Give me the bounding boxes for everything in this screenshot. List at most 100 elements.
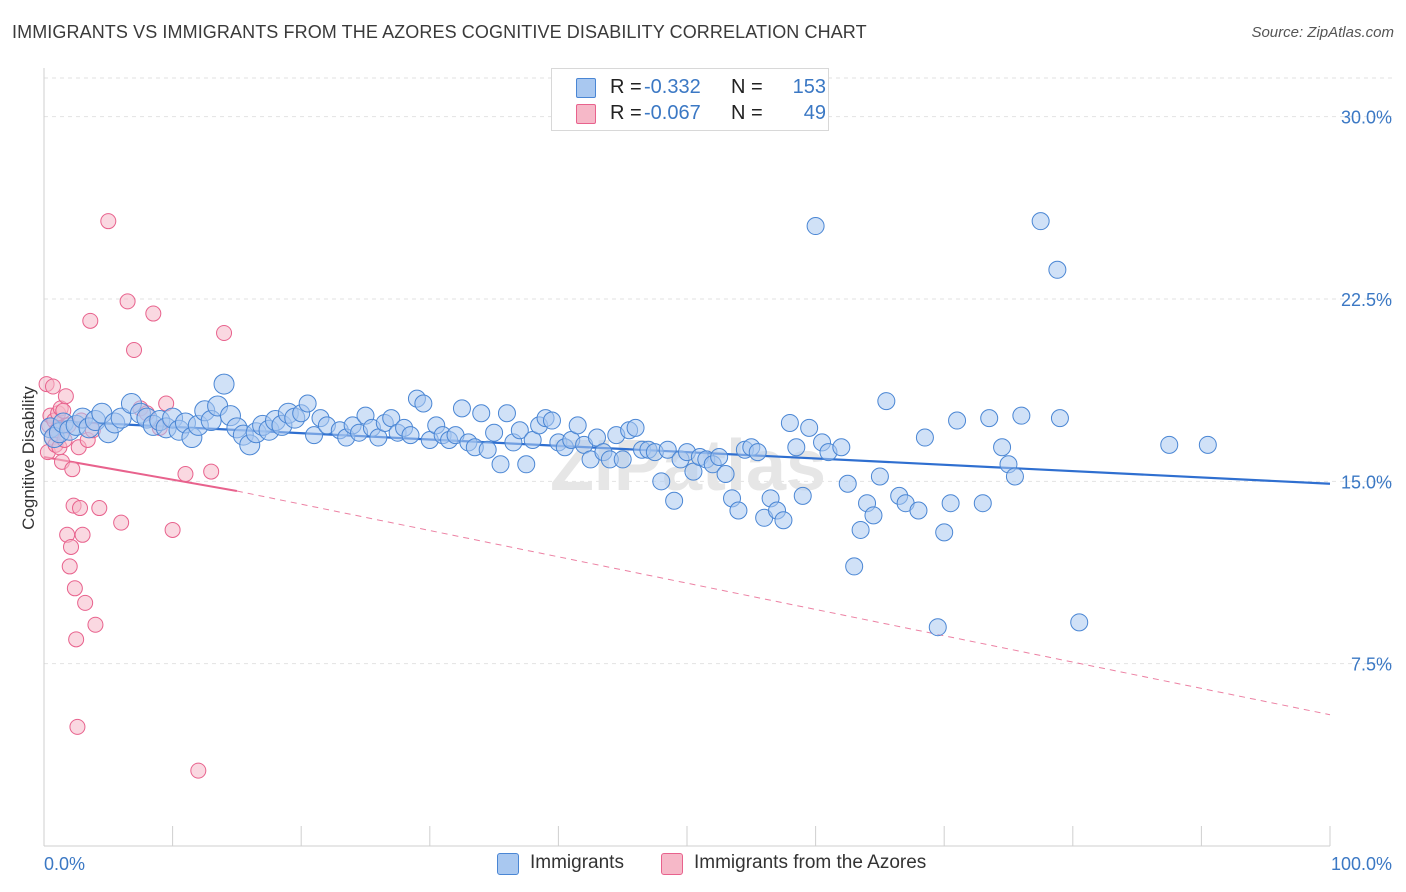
immigrant-point — [710, 448, 729, 466]
immigrant-point — [1005, 467, 1024, 486]
immigrant-point — [1050, 409, 1069, 428]
immigrant-point — [806, 217, 825, 236]
chart-title: IMMIGRANTS VS IMMIGRANTS FROM THE AZORES… — [12, 22, 867, 42]
immigrant-point — [401, 426, 420, 445]
azores-points — [38, 213, 233, 779]
azores-point — [216, 325, 233, 342]
immigrant-point — [800, 418, 819, 437]
immigrant-point — [298, 394, 317, 413]
legend-n-label: N = — [731, 102, 763, 124]
immigrant-point — [658, 440, 677, 459]
y-tick-labels: 7.5% 15.0% 22.5% 30.0% — [1341, 108, 1392, 675]
immigrant-point — [915, 428, 934, 447]
immigrant-point — [1048, 260, 1067, 279]
y-axis-label: Cognitive Disability — [19, 386, 38, 530]
legend-r-value: -0.067 — [644, 102, 701, 124]
azores-trend-extension — [236, 490, 1331, 716]
azores-point — [63, 538, 80, 555]
azores-point — [145, 305, 162, 322]
x-tick-max: 100.0% — [1331, 854, 1392, 874]
bottom-legend-label: Immigrants — [530, 852, 624, 873]
immigrant-point — [213, 373, 235, 395]
azores-point — [77, 594, 94, 611]
immigrant-point — [838, 474, 857, 493]
grid-lines — [44, 77, 1392, 665]
immigrant-point — [497, 404, 516, 423]
legend-r-label: R = — [610, 102, 642, 124]
azores-point — [190, 762, 207, 779]
immigrant-point — [1160, 435, 1179, 454]
immigrant-point — [935, 523, 954, 542]
azores-point — [45, 378, 62, 395]
y-tick-label: 7.5% — [1351, 655, 1392, 675]
immigrant-point — [993, 438, 1012, 457]
azores-point — [203, 463, 220, 480]
azores-point — [72, 500, 89, 517]
y-tick-label: 15.0% — [1341, 472, 1392, 492]
bottom-legend-swatch-azores — [661, 853, 683, 875]
azores-point — [126, 342, 143, 359]
azores-point — [57, 388, 74, 405]
azores-point — [68, 631, 85, 648]
azores-point — [177, 466, 194, 483]
immigrant-point — [478, 440, 497, 459]
immigrant-point — [948, 411, 967, 430]
azores-point — [74, 526, 91, 543]
bottom-legend-swatch-immigrants — [497, 853, 519, 875]
immigrant-point — [729, 501, 748, 520]
y-tick-label: 30.0% — [1341, 108, 1392, 128]
immigrant-point — [774, 511, 793, 530]
azores-point — [164, 521, 181, 538]
immigrant-point — [864, 506, 883, 525]
source-label: Source: ZipAtlas.com — [1251, 24, 1394, 41]
immigrant-point — [1070, 613, 1089, 632]
immigrant-point — [832, 438, 851, 457]
immigrant-point — [517, 455, 536, 474]
immigrant-point — [793, 486, 812, 505]
immigrant-point — [1031, 212, 1050, 231]
legend-n-value: 49 — [803, 102, 826, 124]
legend-r-label: R = — [610, 76, 642, 98]
legend-n-value: 153 — [792, 76, 826, 98]
stats-legend: R = -0.332 N = 153 R = -0.067 N = 49 — [551, 68, 829, 131]
azores-point — [87, 616, 104, 633]
immigrant-point — [980, 409, 999, 428]
legend-n-label: N = — [731, 76, 763, 98]
immigrant-point — [665, 491, 684, 510]
immigrant-point — [973, 494, 992, 513]
immigrant-point — [305, 426, 324, 445]
azores-point — [82, 312, 99, 329]
immigrant-point — [472, 404, 491, 423]
immigrant-points — [39, 212, 1217, 637]
immigrant-point — [909, 501, 928, 520]
legend-swatch-immigrants — [576, 78, 596, 98]
azores-point — [61, 558, 78, 575]
immigrant-point — [716, 465, 735, 484]
azores-point — [69, 718, 86, 735]
azores-point — [113, 514, 130, 531]
immigrant-point — [748, 443, 767, 462]
bottom-legend-label: Immigrants from the Azores — [694, 852, 927, 873]
immigrant-point — [510, 421, 529, 440]
immigrant-point — [1012, 406, 1031, 425]
azores-point — [119, 293, 136, 310]
immigrant-point — [851, 520, 870, 539]
immigrant-point — [877, 392, 896, 411]
azores-point — [100, 213, 117, 230]
legend-swatch-azores — [576, 104, 596, 124]
immigrant-point — [568, 416, 587, 435]
immigrant-point — [542, 411, 561, 430]
x-tick-min: 0.0% — [44, 854, 85, 874]
immigrant-point — [1198, 435, 1217, 454]
immigrant-point — [845, 557, 864, 576]
immigrant-point — [452, 399, 471, 418]
legend-r-value: -0.332 — [644, 76, 701, 98]
immigrant-point — [626, 418, 645, 437]
immigrant-point — [870, 467, 889, 486]
azores-point — [64, 461, 81, 478]
azores-point — [66, 580, 83, 597]
azores-point — [91, 500, 108, 517]
immigrant-point — [414, 394, 433, 413]
immigrant-point — [780, 413, 799, 432]
